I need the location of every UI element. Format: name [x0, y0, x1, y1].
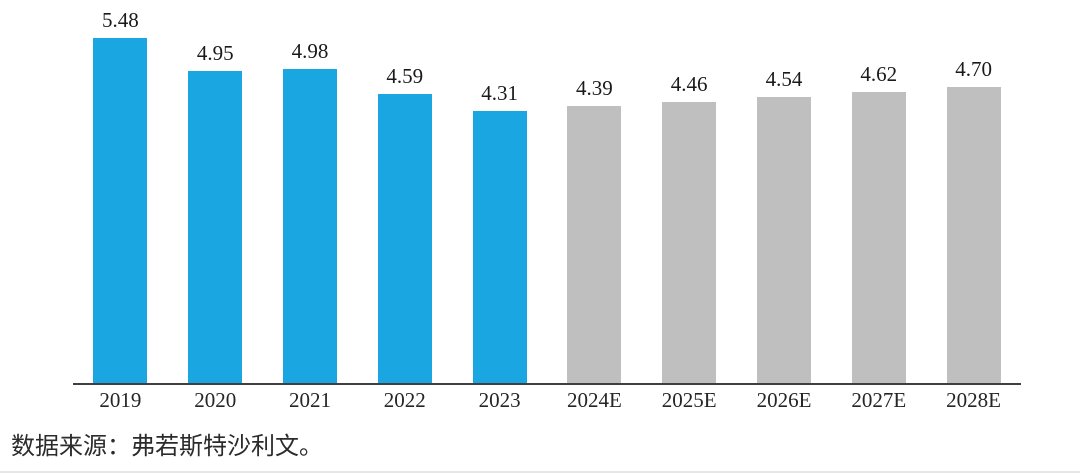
bar-2025E [662, 102, 717, 383]
bar-group-2028E: 4.70 [926, 0, 1021, 383]
bar-value-label: 4.95 [196, 41, 234, 65]
bar-group-2027E: 4.62 [831, 0, 926, 383]
bar-value-label: 4.46 [670, 72, 708, 96]
bar-2024E [567, 106, 622, 383]
bar-2027E [851, 92, 906, 383]
bar-group-2023: 4.31 [452, 0, 547, 383]
x-axis-label-2021: 2021 [288, 388, 331, 412]
bar-value-label: 4.54 [765, 67, 803, 91]
bar-group-2021: 4.98 [263, 0, 358, 383]
bar-2020 [188, 71, 243, 383]
bar-value-label: 4.39 [576, 76, 613, 100]
x-axis-labels-row: 2019 2020 2021 2022 2023 2024E 2025E 2026E 2027E… [73, 388, 1021, 412]
bar-2019 [93, 38, 148, 383]
bar-value-label: 4.98 [291, 39, 329, 63]
bar-2023 [472, 111, 527, 383]
x-axis-label-2022: 2022 [383, 388, 426, 412]
bar-2022 [377, 94, 432, 383]
source-note: 数据来源：弗若斯特沙利文。 [11, 434, 323, 460]
bar-value-label: 4.31 [481, 81, 518, 105]
bar-value-label: 5.48 [102, 8, 139, 32]
bar-group-2025E: 4.46 [642, 0, 737, 383]
x-axis-label-2026E: 2026E [756, 388, 812, 412]
bar-group-2026E: 4.54 [737, 0, 832, 383]
x-axis-label-2025E: 2025E [661, 388, 717, 412]
bar-value-label: 4.70 [955, 57, 992, 81]
x-axis-label-2020: 2020 [194, 388, 237, 412]
bar-group-2022: 4.59 [357, 0, 452, 383]
bar-group-2020: 4.95 [168, 0, 263, 383]
chart-plot-area: 5.48 4.95 4.98 4.59 4.31 4.39 4.46 4.54 4.62 4.70 [73, 0, 1021, 385]
bar-2021 [282, 69, 337, 383]
bar-group-2024E: 4.39 [547, 0, 642, 383]
bar-group-2019: 5.48 [73, 0, 168, 383]
bar-2026E [756, 97, 811, 383]
x-axis-label-2023: 2023 [478, 388, 521, 412]
bar-value-label: 4.59 [386, 64, 424, 88]
bottom-divider [0, 471, 1080, 473]
x-axis-label-2027E: 2027E [851, 388, 907, 412]
bar-value-label: 4.62 [860, 62, 898, 86]
x-axis-label-2019: 2019 [99, 388, 142, 412]
x-axis-label-2028E: 2028E [946, 388, 1001, 412]
x-axis-label-2024E: 2024E [566, 388, 622, 412]
bar-2028E [946, 87, 1001, 383]
